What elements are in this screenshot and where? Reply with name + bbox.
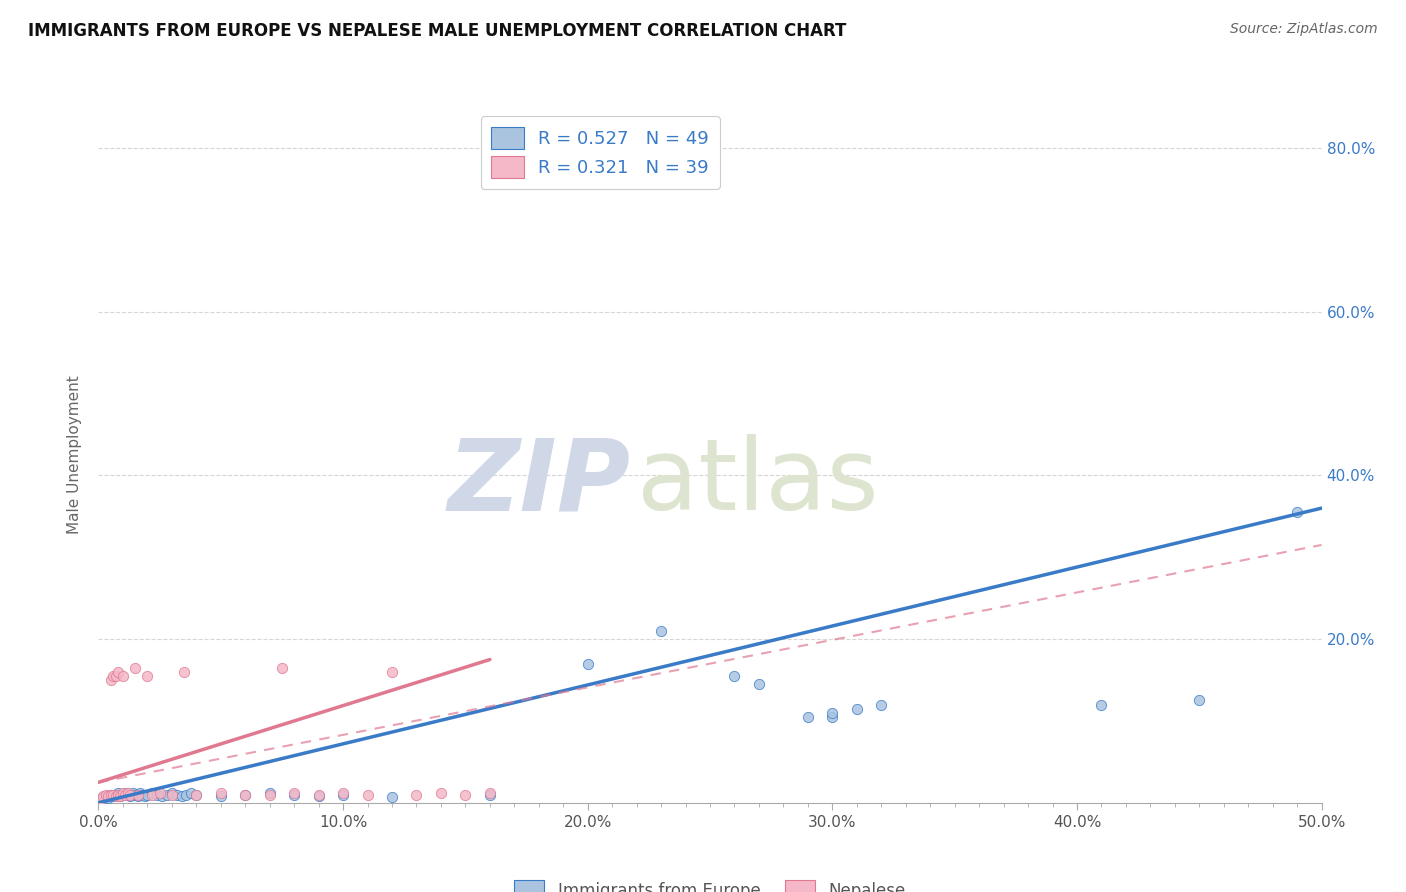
Point bbox=[90, 791, 112, 805]
Point bbox=[173, 665, 195, 679]
Point bbox=[150, 789, 173, 804]
Point bbox=[283, 786, 305, 800]
Point bbox=[117, 788, 139, 802]
Point bbox=[100, 788, 122, 802]
Point bbox=[233, 788, 256, 802]
Point bbox=[127, 788, 149, 802]
Point bbox=[129, 786, 152, 800]
Point bbox=[120, 789, 142, 804]
Point bbox=[114, 788, 136, 802]
Point bbox=[166, 788, 188, 802]
Point bbox=[97, 790, 120, 805]
Text: atlas: atlas bbox=[637, 434, 879, 532]
Point bbox=[101, 789, 124, 804]
Point bbox=[1090, 698, 1112, 712]
Text: Source: ZipAtlas.com: Source: ZipAtlas.com bbox=[1230, 22, 1378, 37]
Point bbox=[100, 673, 122, 687]
Point bbox=[259, 786, 281, 800]
Point bbox=[136, 669, 159, 683]
Point bbox=[270, 661, 294, 675]
Point bbox=[110, 789, 132, 804]
Point bbox=[160, 786, 183, 800]
Point bbox=[121, 786, 143, 800]
Point bbox=[120, 788, 142, 802]
Point bbox=[156, 788, 179, 802]
Point bbox=[454, 788, 477, 802]
Point bbox=[283, 788, 305, 802]
Point bbox=[114, 786, 136, 800]
Point bbox=[111, 788, 134, 802]
Point bbox=[821, 710, 844, 724]
Point bbox=[1188, 693, 1211, 707]
Point bbox=[117, 786, 139, 800]
Y-axis label: Male Unemployment: Male Unemployment bbox=[67, 376, 83, 534]
Point bbox=[111, 786, 134, 800]
Point bbox=[723, 669, 745, 683]
Text: ZIP: ZIP bbox=[447, 434, 630, 532]
Point bbox=[101, 669, 124, 683]
Point bbox=[430, 786, 453, 800]
Point bbox=[405, 788, 427, 802]
Point bbox=[127, 789, 149, 804]
Point bbox=[233, 788, 256, 802]
Point bbox=[356, 788, 378, 802]
Point bbox=[576, 657, 599, 671]
Point bbox=[308, 789, 330, 804]
Point bbox=[97, 789, 120, 804]
Point bbox=[111, 669, 134, 683]
Point bbox=[160, 788, 183, 802]
Point bbox=[381, 665, 404, 679]
Point bbox=[104, 669, 127, 683]
Point bbox=[381, 790, 404, 805]
Point bbox=[186, 788, 208, 802]
Point bbox=[91, 789, 114, 804]
Point bbox=[91, 790, 114, 805]
Point bbox=[131, 788, 153, 802]
Point bbox=[332, 786, 354, 800]
Point bbox=[94, 789, 117, 804]
Point bbox=[134, 789, 156, 804]
Point bbox=[821, 706, 844, 720]
Point bbox=[209, 786, 232, 800]
Point bbox=[1286, 505, 1309, 519]
Point bbox=[650, 624, 672, 638]
Point bbox=[209, 789, 232, 804]
Legend: Immigrants from Europe, Nepalese: Immigrants from Europe, Nepalese bbox=[508, 874, 912, 892]
Point bbox=[149, 786, 172, 800]
Point bbox=[748, 677, 770, 691]
Point bbox=[870, 698, 893, 712]
Point bbox=[797, 710, 820, 724]
Point bbox=[332, 788, 354, 802]
Point bbox=[101, 788, 124, 802]
Point bbox=[94, 788, 117, 802]
Point bbox=[104, 789, 127, 804]
Point bbox=[141, 786, 163, 800]
Point bbox=[186, 788, 208, 802]
Point bbox=[124, 788, 146, 802]
Point bbox=[478, 786, 501, 800]
Point bbox=[180, 786, 202, 800]
Point bbox=[107, 788, 129, 802]
Point bbox=[107, 786, 129, 800]
Point bbox=[107, 665, 129, 679]
Point bbox=[478, 788, 501, 802]
Point bbox=[170, 789, 193, 804]
Point bbox=[146, 788, 169, 802]
Point bbox=[259, 788, 281, 802]
Point bbox=[110, 789, 132, 804]
Point bbox=[141, 788, 163, 802]
Point bbox=[90, 791, 112, 805]
Point bbox=[136, 788, 159, 802]
Point bbox=[845, 701, 868, 715]
Text: IMMIGRANTS FROM EUROPE VS NEPALESE MALE UNEMPLOYMENT CORRELATION CHART: IMMIGRANTS FROM EUROPE VS NEPALESE MALE … bbox=[28, 22, 846, 40]
Point bbox=[308, 788, 330, 802]
Point bbox=[176, 788, 198, 802]
Point bbox=[100, 788, 122, 802]
Point bbox=[104, 788, 127, 802]
Point bbox=[124, 661, 146, 675]
